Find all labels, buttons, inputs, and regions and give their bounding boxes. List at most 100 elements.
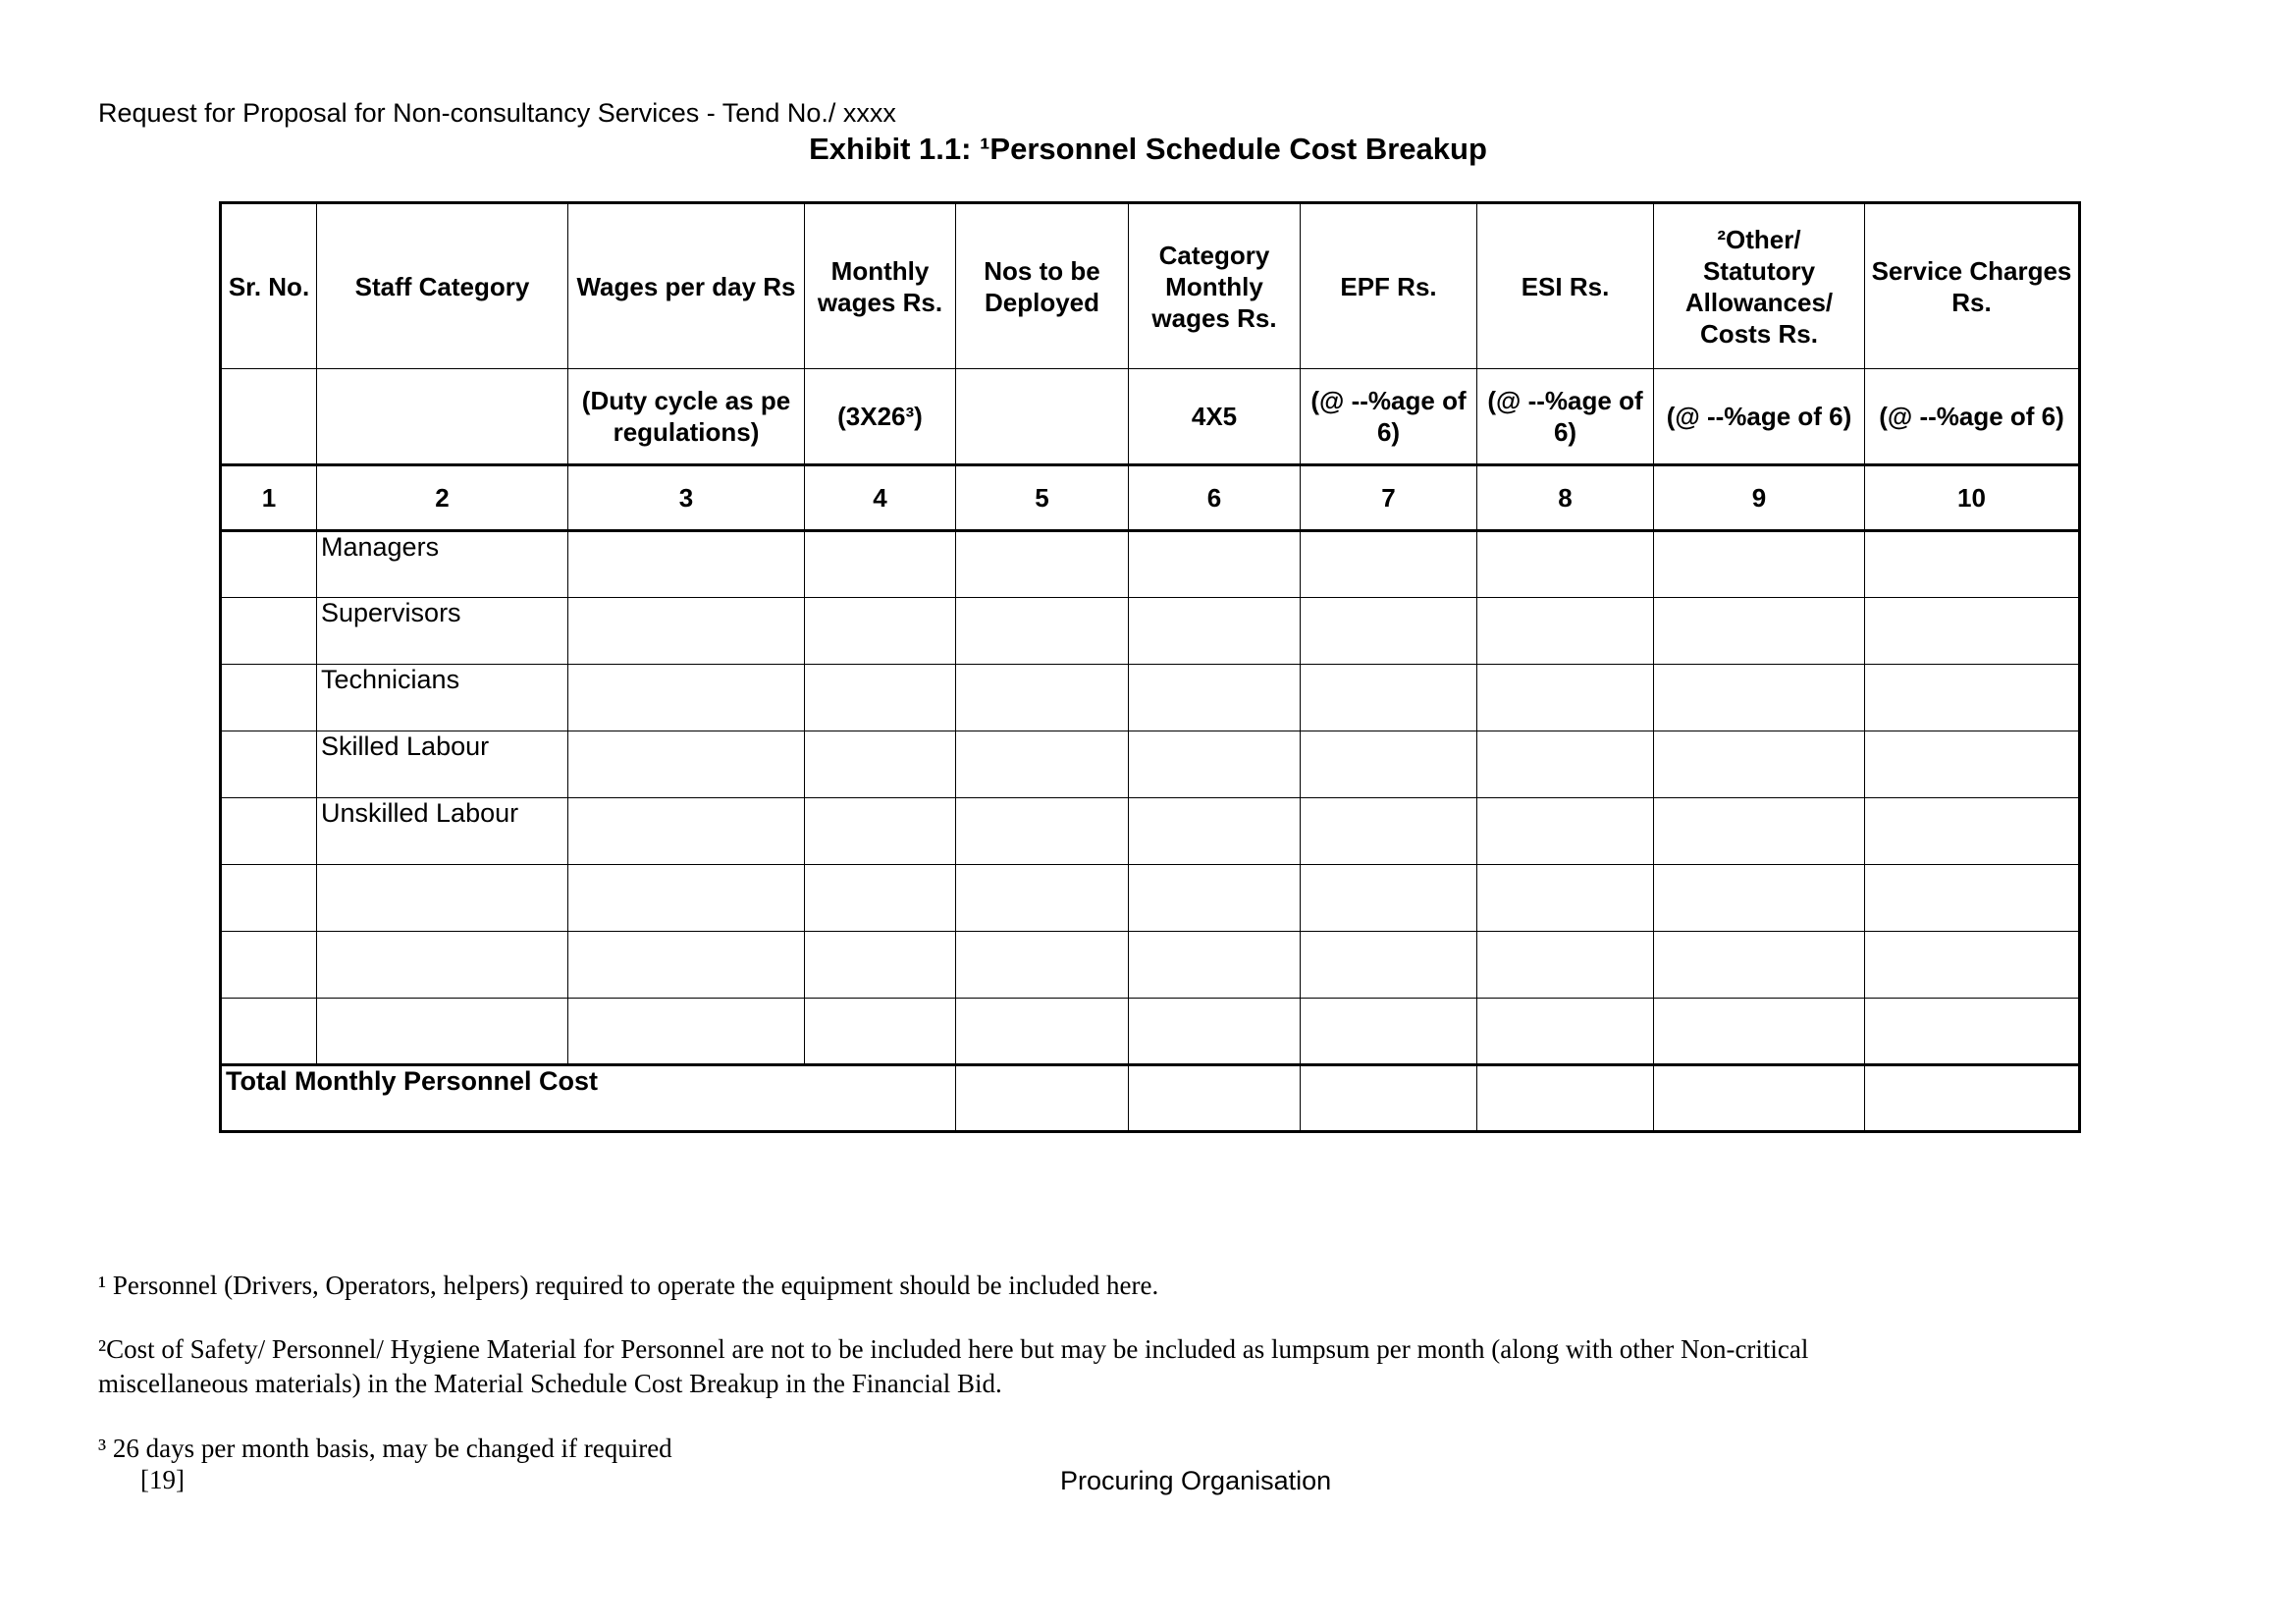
staff-category-cell xyxy=(316,864,568,932)
total-label-cell: Total Monthly Personnel Cost xyxy=(220,1063,956,1132)
empty-cell xyxy=(1128,664,1301,731)
empty-cell xyxy=(1128,931,1301,999)
empty-cell xyxy=(220,931,317,999)
empty-cell xyxy=(1300,1063,1477,1132)
empty-cell xyxy=(804,731,956,798)
empty-cell xyxy=(220,597,317,665)
empty-cell xyxy=(567,998,805,1065)
table-subheader-row: (Duty cycle as pe regulations) (3X26³) 4… xyxy=(220,368,2080,466)
subheader-duty-cycle: (Duty cycle as pe regulations) xyxy=(567,368,805,466)
empty-cell xyxy=(804,597,956,665)
empty-cell xyxy=(1653,597,1865,665)
staff-category-cell xyxy=(316,931,568,999)
empty-cell xyxy=(955,797,1129,865)
empty-cell xyxy=(1864,1063,2080,1132)
empty-cell xyxy=(220,368,317,466)
subheader-epf-percentage: (@ --%age of 6) xyxy=(1300,368,1477,466)
staff-category-cell xyxy=(316,998,568,1065)
empty-cell xyxy=(220,797,317,865)
empty-cell xyxy=(1476,931,1654,999)
empty-cell xyxy=(567,530,805,598)
empty-cell xyxy=(804,998,956,1065)
empty-cell xyxy=(1128,864,1301,932)
empty-cell xyxy=(1653,731,1865,798)
staff-row-unskilled-labour: Unskilled Labour xyxy=(220,797,2080,865)
empty-cell xyxy=(1128,530,1301,598)
subheader-monthly-formula: (3X26³) xyxy=(804,368,956,466)
empty-cell xyxy=(220,664,317,731)
empty-cell xyxy=(1653,797,1865,865)
header-nos-deployed: Nos to be Deployed xyxy=(955,202,1129,369)
staff-category-cell: Unskilled Labour xyxy=(316,797,568,865)
empty-cell xyxy=(955,597,1129,665)
column-number: 10 xyxy=(1864,464,2080,532)
empty-cell xyxy=(567,931,805,999)
empty-cell xyxy=(1864,530,2080,598)
column-number: 7 xyxy=(1300,464,1477,532)
exhibit-title: Exhibit 1.1: ¹Personnel Schedule Cost Br… xyxy=(809,132,1487,166)
empty-cell xyxy=(1128,731,1301,798)
column-number: 3 xyxy=(567,464,805,532)
empty-cell xyxy=(955,1063,1129,1132)
empty-cell xyxy=(1476,530,1654,598)
header-wages-per-day: Wages per day Rs xyxy=(567,202,805,369)
staff-category-cell: Managers xyxy=(316,530,568,598)
document-header-line: Request for Proposal for Non-consultancy… xyxy=(98,98,896,128)
table-header-row: Sr. No. Staff Category Wages per day Rs … xyxy=(220,202,2080,369)
empty-cell xyxy=(955,931,1129,999)
empty-cell xyxy=(1476,998,1654,1065)
empty-cell xyxy=(1300,931,1477,999)
empty-cell xyxy=(1864,998,2080,1065)
header-other-statutory: ²Other/ Statutory Allowances/ Costs Rs. xyxy=(1653,202,1865,369)
empty-cell xyxy=(1300,530,1477,598)
empty-cell xyxy=(804,664,956,731)
empty-cell xyxy=(220,998,317,1065)
empty-cell xyxy=(1476,864,1654,932)
empty-cell xyxy=(1864,864,2080,932)
staff-row-managers: Managers xyxy=(220,530,2080,598)
empty-cell xyxy=(1476,797,1654,865)
footnote-1: ¹ Personnel (Drivers, Operators, helpers… xyxy=(98,1271,1159,1300)
footnote-3: ³ 26 days per month basis, may be change… xyxy=(98,1434,672,1463)
footnote-2: ²Cost of Safety/ Personnel/ Hygiene Mate… xyxy=(98,1334,1809,1398)
column-number: 2 xyxy=(316,464,568,532)
empty-cell xyxy=(1653,864,1865,932)
staff-row-technicians: Technicians xyxy=(220,664,2080,731)
staff-category-cell: Technicians xyxy=(316,664,568,731)
table-row-empty xyxy=(220,931,2080,999)
staff-category-cell: Skilled Labour xyxy=(316,731,568,798)
empty-cell xyxy=(1300,998,1477,1065)
header-category-monthly-wages: Category Monthly wages Rs. xyxy=(1128,202,1301,369)
empty-cell xyxy=(1864,664,2080,731)
empty-cell xyxy=(1864,797,2080,865)
empty-cell xyxy=(1128,797,1301,865)
column-number: 1 xyxy=(220,464,317,532)
table-row-empty xyxy=(220,864,2080,932)
empty-cell xyxy=(804,864,956,932)
empty-cell xyxy=(1128,1063,1301,1132)
header-service-charges: Service Charges Rs. xyxy=(1864,202,2080,369)
header-esi: ESI Rs. xyxy=(1476,202,1654,369)
empty-cell xyxy=(1653,998,1865,1065)
empty-cell xyxy=(1864,597,2080,665)
empty-cell xyxy=(804,931,956,999)
empty-cell xyxy=(1864,931,2080,999)
subheader-other-percentage: (@ --%age of 6) xyxy=(1653,368,1865,466)
empty-cell xyxy=(955,368,1129,466)
empty-cell xyxy=(567,864,805,932)
empty-cell xyxy=(1476,1063,1654,1132)
column-number: 5 xyxy=(955,464,1129,532)
empty-cell xyxy=(1476,597,1654,665)
empty-cell xyxy=(955,998,1129,1065)
empty-cell xyxy=(1476,664,1654,731)
header-epf: EPF Rs. xyxy=(1300,202,1477,369)
subheader-category-formula: 4X5 xyxy=(1128,368,1301,466)
empty-cell xyxy=(220,731,317,798)
empty-cell xyxy=(1300,864,1477,932)
empty-cell xyxy=(1653,1063,1865,1132)
empty-cell xyxy=(1653,664,1865,731)
empty-cell xyxy=(1653,931,1865,999)
page-number: [19] xyxy=(140,1465,185,1494)
empty-cell xyxy=(1300,664,1477,731)
